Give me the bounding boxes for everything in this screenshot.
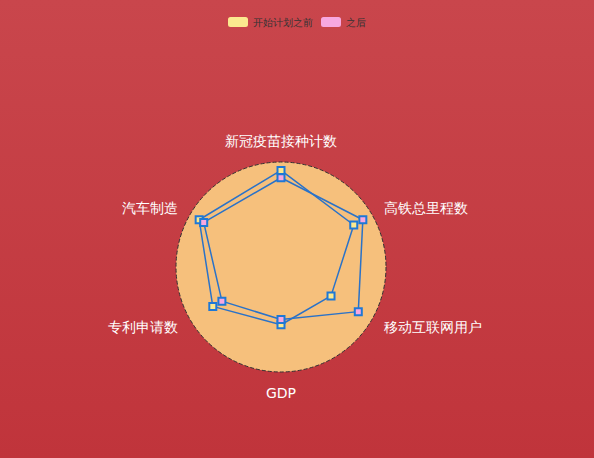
svg-text:专利申请数: 专利申请数	[108, 319, 178, 335]
svg-text:移动互联网用户: 移动互联网用户	[384, 319, 482, 335]
svg-text:开始计划之前: 开始计划之前	[253, 17, 313, 28]
svg-text:汽车制造: 汽车制造	[122, 200, 178, 216]
svg-text:之后: 之后	[346, 17, 366, 28]
svg-text:GDP: GDP	[266, 385, 296, 401]
svg-text:新冠疫苗接种计数: 新冠疫苗接种计数	[225, 133, 337, 149]
svg-text:高铁总里程数: 高铁总里程数	[384, 200, 468, 216]
